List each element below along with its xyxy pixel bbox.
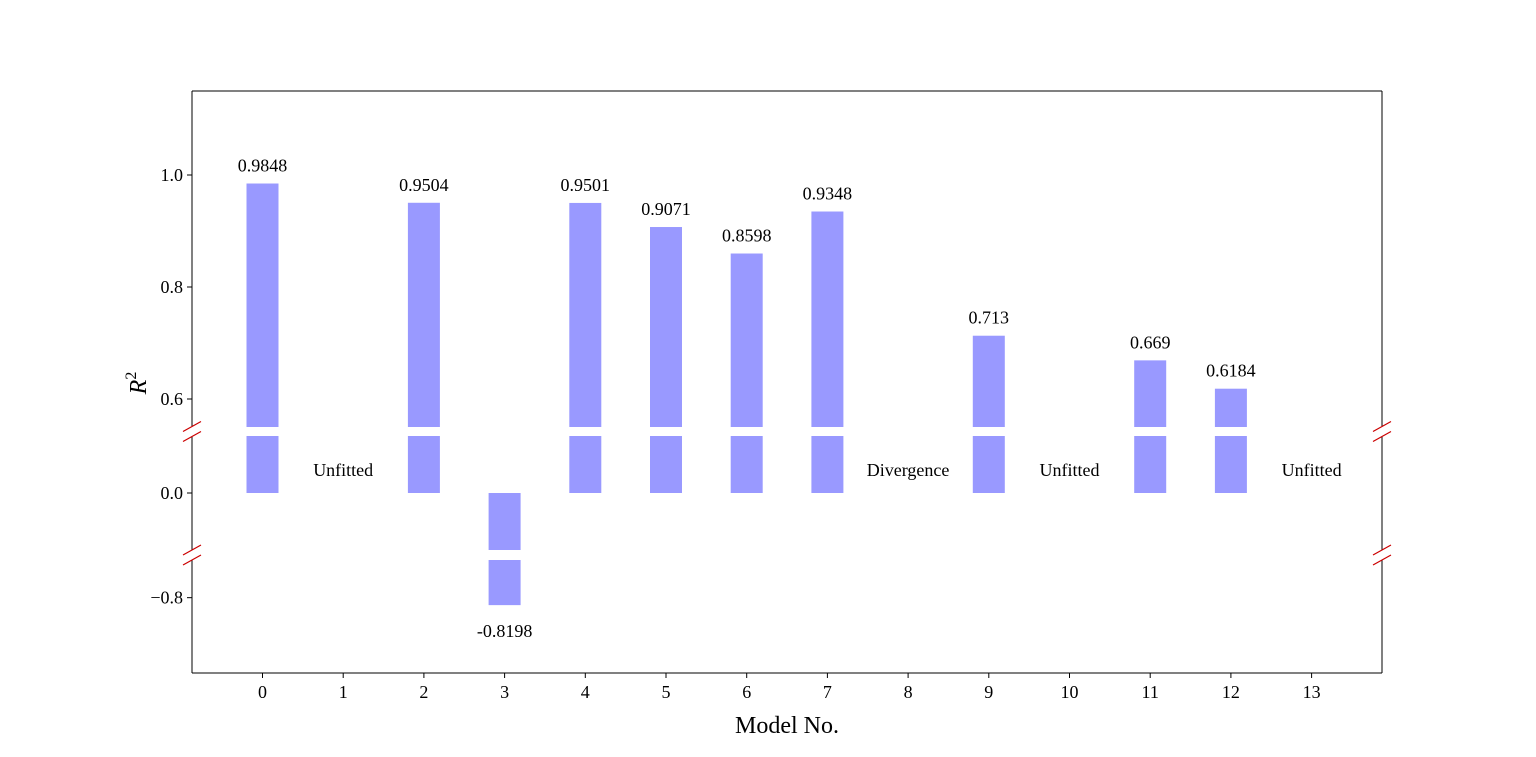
break-mark-1-left-1 (182, 554, 202, 566)
bar-9-segment-0 (972, 335, 1005, 427)
bar-12-segment-0 (1214, 388, 1247, 427)
bar-12-segment-1 (1214, 436, 1247, 493)
bar-5-segment-0 (650, 227, 682, 427)
y-tick-label: −0.8 (150, 588, 183, 608)
annotation-8: Divergence (867, 460, 950, 480)
bar-value-label-9: 0.713 (969, 308, 1010, 328)
bar-5-segment-1 (650, 436, 682, 493)
x-axis: 0 1 2 3 4 5 6 7 8 9 10 11 12 13 (258, 673, 1321, 702)
bar-4-segment-1 (569, 436, 602, 493)
break-mark-0-right-0 (1372, 420, 1392, 433)
bar-value-label-6: 0.8598 (722, 226, 772, 246)
annotation-10: Unfitted (1040, 460, 1100, 480)
x-tick-label: 1 (339, 682, 348, 702)
bar-2-segment-1 (407, 436, 440, 493)
bar-0-segment-0 (246, 183, 279, 427)
x-tick-label: 9 (984, 682, 993, 702)
x-tick-label: 6 (742, 682, 751, 702)
bar-6-segment-1 (730, 436, 763, 493)
bar-value-label-2: 0.9504 (399, 175, 449, 195)
x-tick-label: 10 (1061, 682, 1079, 702)
bar-value-label-11: 0.669 (1130, 332, 1171, 352)
break-mark-1-right-0 (1372, 544, 1392, 556)
bar-3-segment-2 (488, 560, 521, 606)
x-tick-label: 4 (581, 682, 590, 702)
x-tick-label: 13 (1303, 682, 1321, 702)
bar-value-label-12: 0.6184 (1206, 361, 1256, 381)
y-axis: 0.6 0.8 1.0 0.0 −0.8 (150, 165, 192, 608)
x-tick-label: 0 (258, 682, 267, 702)
y-axis-label-superscript: 2 (123, 372, 140, 380)
bar-4-segment-0 (569, 202, 602, 427)
y-tick-label: 0.0 (161, 483, 184, 503)
x-tick-label: 3 (500, 682, 509, 702)
bar-11-segment-1 (1134, 436, 1167, 493)
x-axis-label: Model No. (735, 713, 839, 739)
x-tick-label: 2 (419, 682, 428, 702)
break-mark-0-left-0 (182, 420, 202, 433)
y-tick-label: 0.8 (161, 277, 184, 297)
y-axis-label: R2 (123, 372, 152, 396)
bar-9-segment-1 (972, 436, 1005, 493)
annotation-13: Unfitted (1282, 460, 1342, 480)
bar-3-segment-1 (488, 493, 521, 550)
bar-labels: 0.9848 0.9504 -0.8198 0.9501 0.9071 0.8598 0.9… (238, 156, 1256, 642)
bar-11-segment-0 (1134, 360, 1167, 427)
bar-7-segment-1 (811, 436, 844, 493)
break-mark-1-right-1 (1372, 554, 1392, 566)
y-tick-label: 1.0 (161, 165, 184, 185)
plot-frame (191, 90, 1383, 674)
bar-0-segment-1 (246, 436, 279, 493)
bar-2-segment-0 (407, 202, 440, 427)
y-axis-label-base: R (126, 379, 152, 395)
bar-value-label-0: 0.9848 (238, 156, 288, 176)
break-mark-0-left-1 (182, 430, 202, 443)
bar-6-segment-0 (730, 253, 763, 427)
x-tick-label: 11 (1142, 682, 1159, 702)
y-tick-label: 0.6 (161, 389, 184, 409)
x-tick-label: 8 (904, 682, 913, 702)
x-tick-label: 7 (823, 682, 832, 702)
axis-break-marks (182, 420, 1392, 566)
bar-value-label-7: 0.9348 (803, 184, 853, 204)
bar-value-label-4: 0.9501 (561, 175, 611, 195)
bars (246, 183, 1247, 606)
x-tick-label: 12 (1222, 682, 1240, 702)
annotations: Unfitted Divergence Unfitted Unfitted (313, 460, 1341, 480)
bar-value-label-3: -0.8198 (477, 621, 533, 641)
x-tick-label: 5 (662, 682, 671, 702)
bar-7-segment-0 (811, 211, 844, 427)
bar-value-label-5: 0.9071 (641, 199, 691, 219)
break-mark-0-right-1 (1372, 430, 1392, 443)
break-mark-1-left-0 (182, 544, 202, 556)
annotation-1: Unfitted (313, 460, 373, 480)
